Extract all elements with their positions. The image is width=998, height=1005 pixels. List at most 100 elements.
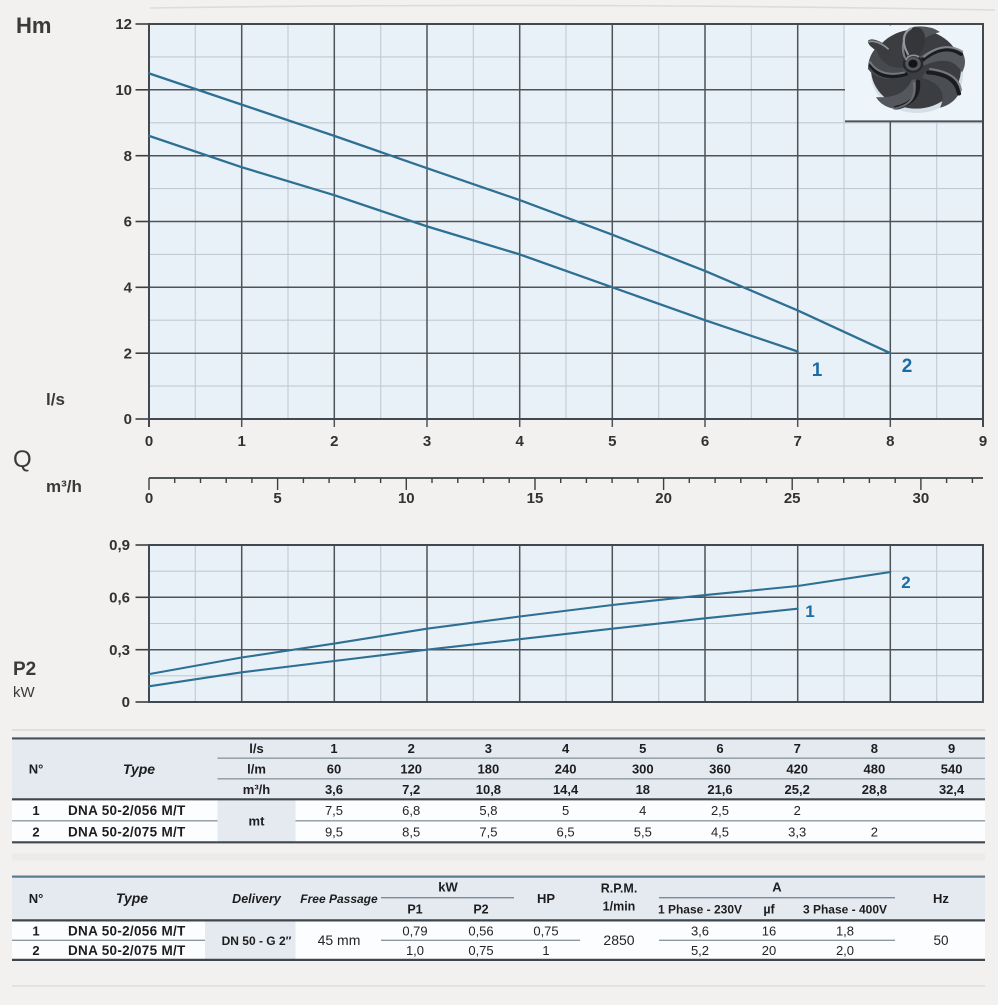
svg-text:N°: N° — [29, 762, 44, 777]
svg-text:6: 6 — [124, 214, 132, 231]
svg-text:Delivery: Delivery — [232, 892, 282, 906]
svg-text:l/s: l/s — [46, 390, 65, 409]
svg-text:3,6: 3,6 — [325, 782, 343, 797]
svg-text:60: 60 — [327, 762, 341, 777]
svg-text:180: 180 — [478, 762, 500, 777]
svg-text:360: 360 — [709, 762, 731, 777]
svg-text:DNA 50-2/056 M/T: DNA 50-2/056 M/T — [68, 803, 186, 818]
svg-text:N°: N° — [29, 891, 44, 906]
svg-text:0,3: 0,3 — [109, 642, 130, 659]
svg-text:120: 120 — [400, 762, 422, 777]
svg-text:µf: µf — [763, 903, 775, 917]
svg-text:Free Passage: Free Passage — [300, 892, 378, 906]
svg-text:2,0: 2,0 — [836, 943, 854, 958]
svg-text:6,8: 6,8 — [402, 803, 420, 818]
svg-text:kW: kW — [438, 880, 458, 895]
svg-text:m³/h: m³/h — [46, 477, 82, 496]
svg-text:0,6: 0,6 — [109, 590, 130, 607]
svg-text:3 Phase - 400V: 3 Phase - 400V — [803, 903, 887, 917]
svg-text:5,8: 5,8 — [479, 803, 497, 818]
svg-text:3: 3 — [485, 741, 492, 756]
svg-text:4: 4 — [516, 433, 525, 450]
svg-text:DN 50 - G 2″: DN 50 - G 2″ — [222, 934, 292, 948]
svg-text:8: 8 — [124, 148, 132, 165]
svg-text:3,6: 3,6 — [691, 923, 709, 938]
svg-text:6: 6 — [716, 741, 723, 756]
svg-text:2: 2 — [408, 741, 415, 756]
svg-text:Type: Type — [123, 761, 155, 777]
svg-text:2850: 2850 — [603, 932, 634, 948]
svg-text:480: 480 — [864, 762, 886, 777]
svg-text:5: 5 — [273, 490, 281, 507]
svg-text:16: 16 — [762, 923, 776, 938]
svg-text:8: 8 — [871, 741, 878, 756]
svg-text:HP: HP — [537, 891, 555, 906]
svg-text:Type: Type — [116, 890, 148, 906]
svg-text:32,4: 32,4 — [939, 782, 965, 797]
svg-text:240: 240 — [555, 762, 577, 777]
svg-text:2: 2 — [794, 803, 801, 818]
svg-text:2: 2 — [902, 356, 913, 377]
svg-text:10: 10 — [115, 82, 132, 99]
svg-text:l/s: l/s — [249, 741, 263, 756]
svg-text:kW: kW — [13, 684, 36, 701]
svg-text:3: 3 — [423, 433, 431, 450]
svg-text:4,5: 4,5 — [711, 824, 729, 839]
svg-text:1: 1 — [812, 360, 823, 381]
svg-text:mt: mt — [249, 814, 266, 829]
svg-text:1: 1 — [542, 943, 549, 958]
svg-text:1: 1 — [238, 433, 246, 450]
svg-text:25,2: 25,2 — [785, 782, 810, 797]
svg-text:A: A — [772, 880, 782, 895]
svg-text:8: 8 — [886, 433, 894, 450]
svg-text:1: 1 — [32, 923, 39, 938]
svg-text:2: 2 — [901, 573, 910, 592]
svg-text:21,6: 21,6 — [707, 782, 732, 797]
svg-text:0: 0 — [122, 694, 130, 711]
svg-text:0,75: 0,75 — [468, 943, 493, 958]
svg-text:0,79: 0,79 — [402, 923, 427, 938]
svg-text:20: 20 — [655, 490, 672, 507]
svg-text:14,4: 14,4 — [553, 782, 579, 797]
svg-text:1: 1 — [805, 602, 814, 621]
svg-text:9: 9 — [948, 741, 955, 756]
svg-text:R.P.M.: R.P.M. — [601, 882, 638, 896]
svg-text:4: 4 — [639, 803, 646, 818]
svg-text:6: 6 — [701, 433, 709, 450]
svg-text:10,8: 10,8 — [476, 782, 501, 797]
svg-text:0,9: 0,9 — [109, 537, 130, 554]
svg-text:50: 50 — [933, 933, 948, 948]
svg-text:300: 300 — [632, 762, 654, 777]
svg-text:1,0: 1,0 — [406, 943, 424, 958]
svg-text:1: 1 — [32, 803, 39, 818]
svg-text:15: 15 — [527, 490, 544, 507]
svg-text:0,75: 0,75 — [533, 923, 558, 938]
svg-text:5: 5 — [562, 803, 569, 818]
svg-text:9: 9 — [979, 433, 987, 450]
svg-text:2: 2 — [330, 433, 338, 450]
svg-text:1/min: 1/min — [603, 900, 636, 914]
svg-text:28,8: 28,8 — [862, 782, 887, 797]
svg-text:30: 30 — [913, 490, 930, 507]
svg-text:1 Phase - 230V: 1 Phase - 230V — [658, 903, 742, 917]
svg-text:420: 420 — [786, 762, 808, 777]
svg-text:P2: P2 — [13, 659, 36, 680]
svg-text:20: 20 — [762, 943, 776, 958]
svg-text:2,5: 2,5 — [711, 803, 729, 818]
svg-text:P1: P1 — [407, 903, 422, 917]
svg-text:7,5: 7,5 — [479, 824, 497, 839]
svg-text:2: 2 — [32, 824, 39, 839]
svg-text:0: 0 — [145, 433, 153, 450]
svg-text:DNA 50-2/056 M/T: DNA 50-2/056 M/T — [68, 923, 186, 938]
svg-text:Q: Q — [13, 446, 32, 473]
svg-text:7: 7 — [794, 433, 802, 450]
svg-text:5: 5 — [639, 741, 646, 756]
svg-text:Hm: Hm — [16, 13, 51, 38]
svg-text:Hz: Hz — [933, 891, 949, 906]
svg-text:DNA 50-2/075 M/T: DNA 50-2/075 M/T — [68, 824, 186, 839]
svg-text:18: 18 — [636, 782, 650, 797]
svg-text:8,5: 8,5 — [402, 824, 420, 839]
svg-text:2: 2 — [124, 345, 132, 362]
svg-text:7,5: 7,5 — [325, 803, 343, 818]
svg-text:2: 2 — [32, 943, 39, 958]
